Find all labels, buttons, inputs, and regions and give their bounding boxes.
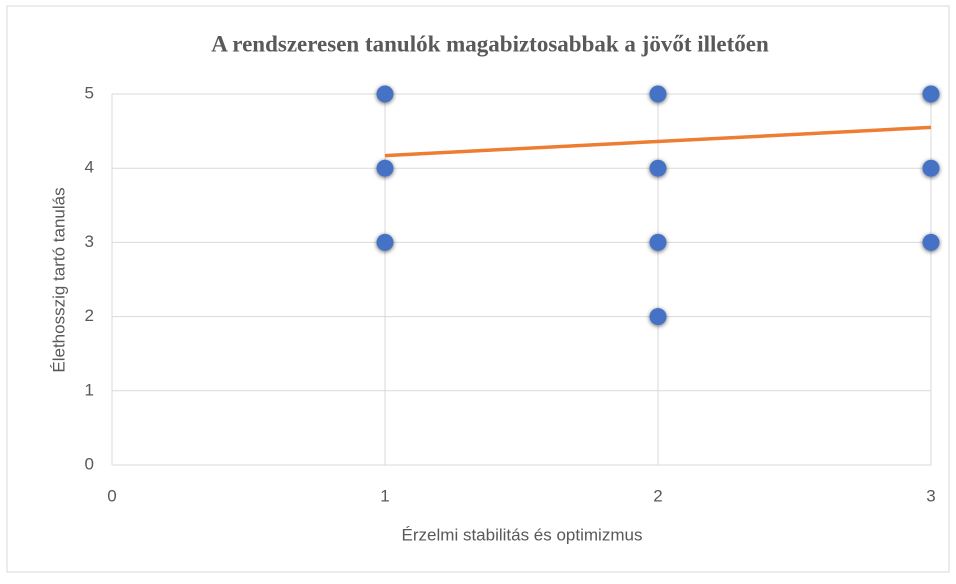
scatter-point xyxy=(922,159,940,177)
y-tick-label: 3 xyxy=(85,232,94,251)
x-tick-label: 0 xyxy=(107,486,116,505)
scatter-point xyxy=(376,233,394,251)
scatter-point xyxy=(649,233,667,251)
y-tick-label: 1 xyxy=(85,380,94,399)
y-tick-label: 5 xyxy=(85,83,94,102)
y-tick-label: 4 xyxy=(85,158,94,177)
scatter-point xyxy=(649,85,667,103)
chart-title: A rendszeresen tanulók magabiztosabbak a… xyxy=(211,31,769,56)
y-tick-label: 0 xyxy=(85,454,94,473)
x-tick-label: 1 xyxy=(380,486,389,505)
scatter-point xyxy=(922,233,940,251)
y-tick-label: 2 xyxy=(85,306,94,325)
scatter-point xyxy=(649,159,667,177)
y-axis-title: Élethosszig tartó tanulás xyxy=(49,187,68,372)
x-tick-label: 2 xyxy=(653,486,662,505)
scatter-point xyxy=(376,159,394,177)
scatter-point xyxy=(922,85,940,103)
scatter-point xyxy=(376,85,394,103)
scatter-point xyxy=(649,308,667,326)
chart-border xyxy=(6,5,950,573)
trendline xyxy=(384,125,932,158)
x-axis-title: Érzelmi stabilitás és optimizmus xyxy=(402,525,643,544)
x-tick-label: 3 xyxy=(926,486,935,505)
